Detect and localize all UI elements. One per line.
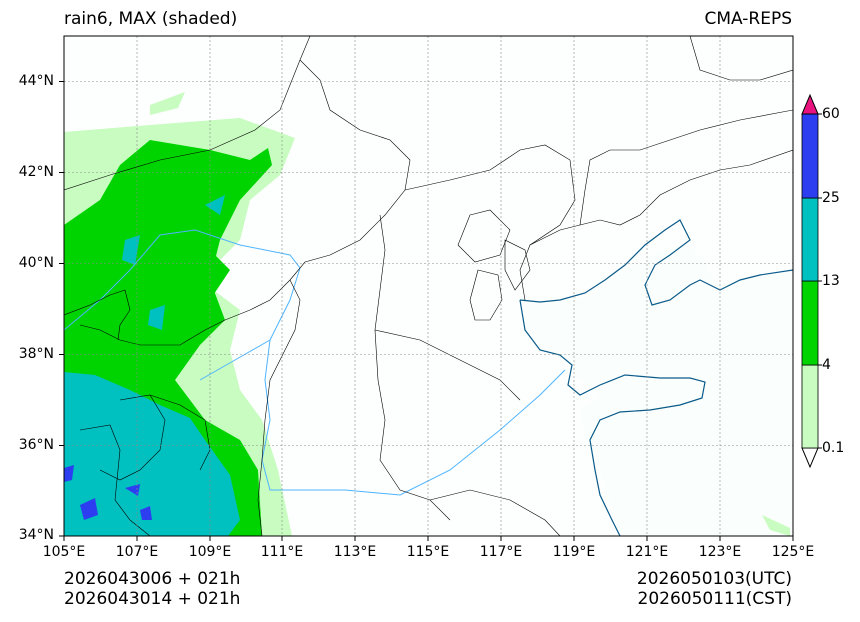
lon-tick-label: 123°E xyxy=(698,544,742,560)
lon-tick-label: 111°E xyxy=(260,544,304,560)
lon-tick-label: 121°E xyxy=(625,544,669,560)
colorbar xyxy=(801,93,822,469)
lat-tick-label: 40°N xyxy=(18,255,54,271)
valid-time-block: 2026050103(UTC) 2026050111(CST) xyxy=(560,569,792,609)
lon-tick-label: 117°E xyxy=(479,544,523,560)
colorbar-label: 13 xyxy=(822,273,840,289)
init-time-block: 2026043006 + 021h 2026043014 + 021h xyxy=(64,569,240,609)
sea-area xyxy=(525,245,793,536)
model-name: CMA-REPS xyxy=(704,9,792,29)
colorbar-segment-25-60 xyxy=(801,113,819,199)
lat-tick-label: 34°N xyxy=(18,527,54,543)
colorbar-label: 60 xyxy=(822,106,840,122)
colorbar-under-triangle xyxy=(801,447,819,469)
coastline xyxy=(519,219,793,536)
colorbar-label: 25 xyxy=(822,190,840,206)
init-time-cst: 2026043014 + 021h xyxy=(64,589,241,609)
lon-tick-label: 113°E xyxy=(333,544,377,560)
axis-ticks xyxy=(59,81,794,541)
colorbar-segment-4-13 xyxy=(801,280,819,366)
lon-tick-label: 115°E xyxy=(406,544,450,560)
rain-shade-cyan xyxy=(64,195,240,536)
rivers xyxy=(64,229,566,496)
graticule xyxy=(64,36,793,536)
colorbar-label: 0.1 xyxy=(822,440,845,456)
lat-tick-label: 36°N xyxy=(18,437,54,453)
lon-tick-label: 107°E xyxy=(115,544,159,560)
lon-tick-label: 119°E xyxy=(552,544,596,560)
lat-tick-label: 44°N xyxy=(18,73,54,89)
colorbar-segment-13-25 xyxy=(801,197,819,282)
map-title: rain6, MAX (shaded) xyxy=(64,9,238,29)
rain-shade-blue xyxy=(64,465,152,520)
colorbar-segment-0-1-4 xyxy=(801,364,819,449)
lon-tick-label: 125°E xyxy=(771,544,815,560)
colorbar-over-triangle xyxy=(801,93,819,115)
lat-tick-label: 42°N xyxy=(18,164,54,180)
valid-time-utc: 2026050103(UTC) xyxy=(636,569,792,589)
lon-tick-label: 109°E xyxy=(188,544,232,560)
lon-tick-label: 105°E xyxy=(42,544,86,560)
province-borders xyxy=(64,36,793,536)
lat-tick-label: 38°N xyxy=(18,346,54,362)
valid-time-cst: 2026050111(CST) xyxy=(637,589,792,609)
init-time-utc: 2026043006 + 021h xyxy=(64,569,241,589)
colorbar-label: 4 xyxy=(822,357,831,373)
